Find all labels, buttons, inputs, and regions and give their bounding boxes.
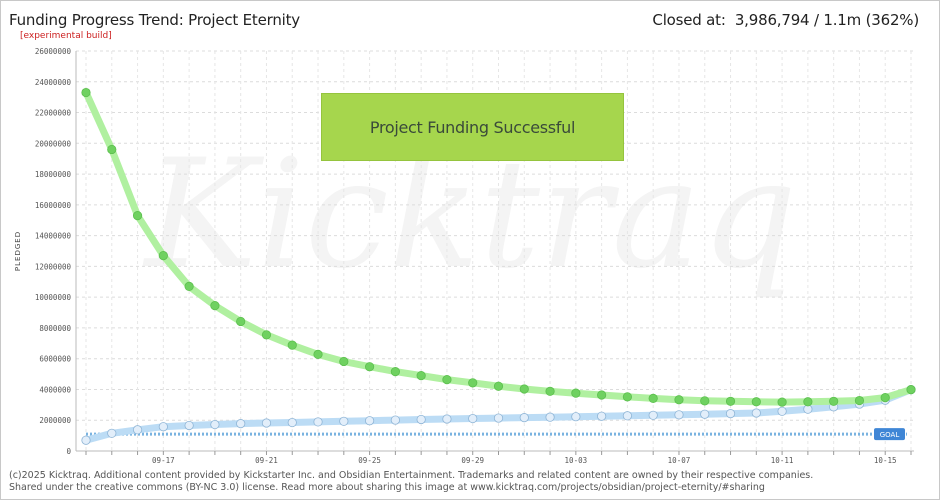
projection-data-point [906,385,916,395]
projection-data-point [803,397,813,407]
pledged-data-point [313,417,323,427]
pledged-data-point [493,413,504,423]
y-axis-title: PLEDGED [14,231,22,271]
projection-data-point [390,367,400,377]
goal-badge [874,428,905,441]
y-tick-label: 20000000 [35,139,72,148]
projection-data-point [81,87,91,98]
x-tick-label: 10-07 [668,456,691,465]
pledged-data-point [184,420,194,431]
chart-title: Funding Progress Trend: Project Eternity [9,11,300,29]
pledged-data-point [107,428,117,438]
y-tick-label: 26000000 [35,47,72,56]
x-tick-label: 09-25 [358,456,381,465]
pledged-data-point [236,419,246,429]
build-tag: [experimental build] [20,31,112,41]
pledged-data-point [158,422,168,432]
projection-data-point [751,397,761,407]
y-tick-label: 0 [66,447,71,456]
projection-data-point [132,211,143,221]
closed-at-label: Closed at: [652,11,726,29]
projection-data-point [158,251,168,261]
projection-data-point [184,281,194,291]
projection-data-point [545,386,555,396]
y-tick-label: 18000000 [35,170,72,179]
projection-data-point [468,378,478,388]
pledged-data-point [390,415,400,425]
pledged-data-point [777,406,787,416]
pledged-data-point [364,416,375,426]
projection-data-point [442,375,452,385]
pledged-data-point [622,411,633,421]
x-tick-label: 09-29 [461,456,484,465]
x-tick-label: 09-17 [152,456,175,465]
projection-data-point [416,371,426,381]
projection-data-point [236,316,246,327]
y-tick-label: 24000000 [35,78,72,87]
pledged-data-point [545,412,555,422]
footer-credits: (c)2025 Kicktraq. Additional content pro… [9,470,813,494]
projection-data-point [648,393,658,403]
projection-data-point [339,356,349,367]
pledged-data-point [132,425,143,435]
y-tick-label: 12000000 [35,262,72,271]
projection-data-point [364,362,375,372]
pledged-data-point [700,409,710,419]
footer-line-license: Shared under the creative commons (BY-NC… [9,482,765,493]
projection-data-point [777,397,787,407]
projection-data-point [313,349,323,359]
projection-data-point [493,381,504,391]
chart-series: GOAL [81,87,916,445]
closed-at-value: 3,986,794 / 1.1m (362%) [734,11,919,29]
projection-data-point [107,144,117,155]
projection-data-point [725,396,736,406]
y-tick-label: 22000000 [35,109,72,118]
pledged-data-point [442,414,452,424]
chart-axes: 0 2000000 4000000 6000000 8000000 10000000 120… [14,47,914,465]
projection-data-point [597,390,607,400]
y-tick-label: 16000000 [35,201,72,210]
projection-data-point [287,340,297,350]
pledged-data-point [725,409,736,419]
pledged-data-point [468,413,478,424]
projection-data-point [880,393,890,403]
footer-line-copyright: (c)2025 Kicktraq. Additional content pro… [9,470,814,481]
pledged-data-point [416,414,426,425]
projection-data-point [571,388,581,398]
y-tick-label: 10000000 [35,293,72,302]
pledged-data-point [648,410,658,420]
projection-data-point [210,301,220,311]
y-tick-label: 4000000 [39,385,71,394]
pledged-data-point [597,411,607,421]
y-tick-label: 8000000 [39,324,71,333]
pledged-data-point [81,435,91,445]
pledged-data-point [519,413,529,423]
y-tick-label: 2000000 [39,416,71,425]
projection-data-point [622,392,633,402]
pledged-data-point [210,419,220,430]
projection-data-point [519,384,529,394]
projection-data-point [261,330,272,340]
x-tick-label: 09-21 [255,456,278,465]
pledged-data-point [571,412,581,422]
projection-data-point [674,395,684,405]
y-tick-label: 14000000 [35,232,72,241]
projection-data-point [854,395,865,406]
pledged-data-point [674,410,684,420]
goal-badge-label: GOAL [880,431,900,439]
y-tick-label: 6000000 [39,355,71,364]
pledged-data-point [339,416,349,426]
funding-success-banner: Project Funding Successful [321,93,624,161]
projection-data-point [700,396,710,406]
x-tick-label: 10-03 [565,456,588,465]
closed-at-summary: Closed at: 3,986,794 / 1.1m (362%) [652,11,919,29]
pledged-data-point [751,408,761,418]
x-tick-label: 10-15 [874,456,897,465]
x-tick-label: 10-11 [771,456,794,465]
projection-data-point [829,396,839,406]
pledged-data-point [261,418,272,428]
pledged-data-point [287,417,297,428]
